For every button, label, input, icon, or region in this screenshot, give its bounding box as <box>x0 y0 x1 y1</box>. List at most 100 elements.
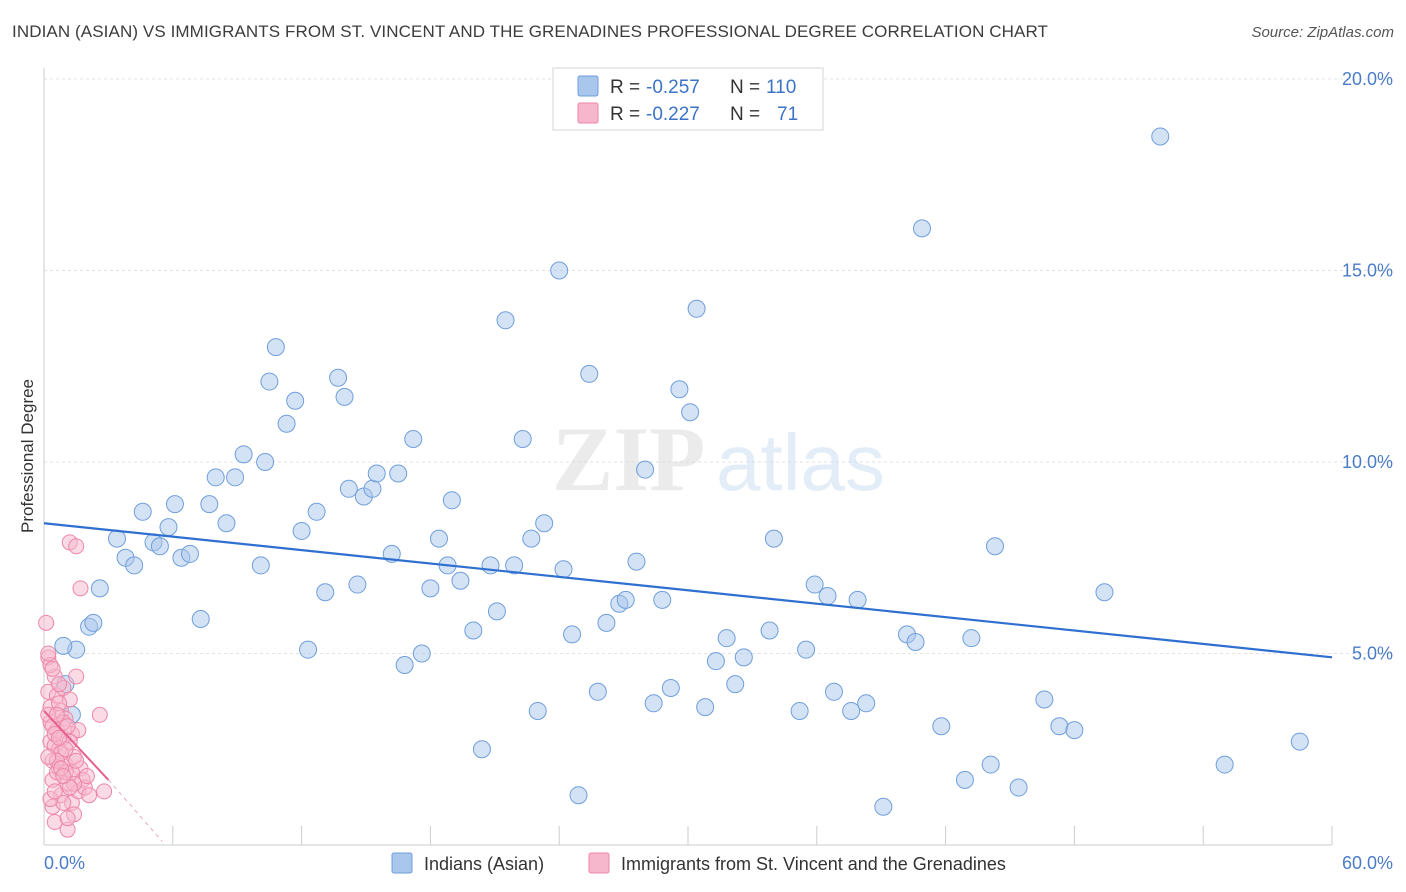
data-point-indians <box>1065 721 1084 740</box>
data-point-indians <box>159 518 178 537</box>
data-point-indians <box>90 579 109 598</box>
data-point-indians <box>464 621 483 640</box>
data-point-st-vincent <box>68 538 85 555</box>
data-point-indians <box>1009 778 1028 797</box>
data-point-indians <box>505 556 524 575</box>
x-tick-label-min: 0.0% <box>44 853 85 873</box>
data-point-indians <box>389 464 408 483</box>
legend-n-value-1: 110 <box>766 77 796 98</box>
data-point-indians <box>696 698 715 717</box>
data-point-indians <box>790 701 809 720</box>
x-tick-label-max: 60.0% <box>1342 853 1393 873</box>
data-point-indians <box>150 537 169 556</box>
data-point-indians <box>292 521 311 540</box>
chart-title: INDIAN (ASIAN) VS IMMIGRANTS FROM ST. VI… <box>12 22 1049 41</box>
data-point-indians <box>818 587 837 606</box>
correlation-legend: R = -0.257 N = 110 R = -0.227 N = 71 <box>552 67 824 131</box>
legend-n-label-1: N = <box>730 77 765 98</box>
data-point-indians <box>307 502 326 521</box>
data-point-indians <box>234 445 253 464</box>
data-point-st-vincent <box>72 580 89 597</box>
series-indians-trendline <box>43 522 1333 659</box>
data-point-indians <box>597 613 616 632</box>
data-point-indians <box>681 403 700 422</box>
data-point-st-vincent <box>59 718 76 735</box>
y-tick-label: 15.0% <box>1342 261 1393 281</box>
data-point-indians <box>206 468 225 487</box>
data-point-indians <box>180 544 199 563</box>
data-point-indians <box>962 629 981 648</box>
data-point-st-vincent <box>55 768 72 785</box>
data-point-st-vincent <box>46 783 63 800</box>
data-point-indians <box>404 430 423 449</box>
data-point-indians <box>848 590 867 609</box>
data-point-st-vincent <box>38 614 55 631</box>
series-indians-points <box>54 127 1309 816</box>
bottom-legend-swatch-series2 <box>588 852 610 874</box>
data-point-indians <box>277 414 296 433</box>
data-point-indians <box>1290 732 1309 751</box>
data-point-indians <box>412 644 431 663</box>
data-point-indians <box>260 372 279 391</box>
data-point-indians <box>535 514 554 533</box>
data-point-indians <box>842 701 861 720</box>
data-point-indians <box>588 682 607 701</box>
data-point-indians <box>266 338 285 357</box>
data-point-indians <box>367 464 386 483</box>
data-point-indians <box>1215 755 1234 774</box>
legend-r-label-1: R = <box>610 77 645 98</box>
data-point-indians <box>554 560 573 579</box>
data-point-indians <box>726 675 745 694</box>
data-point-indians <box>339 479 358 498</box>
legend-r-value-1: -0.257 <box>646 77 700 98</box>
data-point-indians <box>874 797 893 816</box>
data-point-st-vincent <box>44 660 61 677</box>
data-point-indians <box>251 556 270 575</box>
data-point-indians <box>797 640 816 659</box>
data-point-indians <box>734 648 753 667</box>
data-point-st-vincent <box>40 645 57 662</box>
legend-n-label-2: N = <box>730 104 765 125</box>
data-point-indians <box>133 502 152 521</box>
data-point-indians <box>84 613 103 632</box>
data-point-indians <box>661 678 680 697</box>
data-point-indians <box>200 495 219 514</box>
data-point-indians <box>335 387 354 406</box>
y-tick-label: 20.0% <box>1342 69 1393 89</box>
data-point-st-vincent <box>91 706 108 723</box>
data-point-indians <box>912 219 931 238</box>
data-point-st-vincent <box>59 810 76 827</box>
legend-swatch-series1 <box>577 75 599 97</box>
legend-r-label-2: R = <box>610 104 645 125</box>
data-point-indians <box>165 495 184 514</box>
data-point-indians <box>513 430 532 449</box>
series-st-vincent-points <box>38 534 113 838</box>
data-point-indians <box>580 364 599 383</box>
bottom-legend-label-series1: Indians (Asian) <box>424 854 544 874</box>
watermark: ZIP atlas <box>552 408 885 510</box>
x-axis-ticks <box>172 826 1333 845</box>
gridlines <box>44 78 1393 654</box>
data-point-indians <box>522 529 541 548</box>
data-point-indians <box>429 529 448 548</box>
data-point-indians <box>528 701 547 720</box>
series-st-vincent-trendline <box>43 710 110 781</box>
data-point-indians <box>1050 717 1069 736</box>
legend-swatch-series2 <box>577 102 599 124</box>
data-point-indians <box>569 786 588 805</box>
y-axis-label: Professional Degree <box>18 379 37 533</box>
data-point-st-vincent <box>78 768 95 785</box>
data-point-indians <box>717 629 736 648</box>
data-point-indians <box>563 625 582 644</box>
data-point-indians <box>472 740 491 759</box>
data-point-indians <box>1095 583 1114 602</box>
data-point-st-vincent <box>68 668 85 685</box>
bottom-legend-swatch-series1 <box>391 852 413 874</box>
data-point-indians <box>636 460 655 479</box>
data-point-st-vincent <box>96 783 113 800</box>
data-point-indians <box>764 529 783 548</box>
data-point-indians <box>985 537 1004 556</box>
data-point-indians <box>54 636 73 655</box>
data-point-indians <box>1151 127 1170 146</box>
y-axis-tick-labels: 5.0% 10.0% 15.0% 20.0% <box>1342 69 1393 664</box>
